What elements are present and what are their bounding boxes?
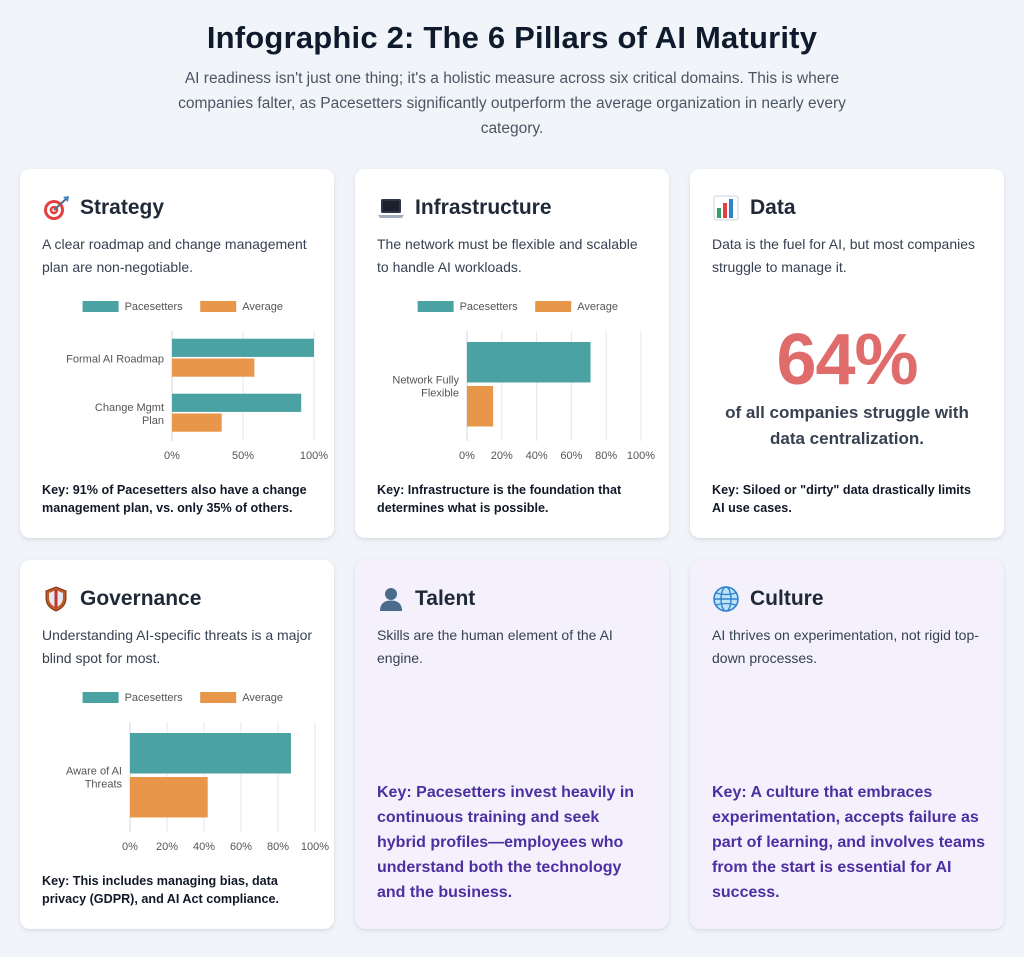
y-category-label: Aware of AI xyxy=(66,766,122,778)
infrastructure-description: The network must be flexible and scalabl… xyxy=(377,236,638,275)
target-icon xyxy=(44,196,69,220)
strategy-key-text: 91% of Pacesetters also have a change ma… xyxy=(42,483,307,515)
legend-label-pacesetters: Pacesetters xyxy=(460,301,519,313)
legend-swatch-average xyxy=(200,692,237,703)
x-tick-label: 40% xyxy=(526,450,548,462)
bar-chart-icon xyxy=(713,195,739,221)
legend-swatch-pacesetters xyxy=(82,692,119,703)
x-tick-label: 100% xyxy=(300,450,328,462)
y-category-label: Plan xyxy=(142,415,164,427)
strategy-chart: Pacesetters Average 0% 50% 100% Formal AI Roa… xyxy=(66,301,328,462)
strategy-header: Strategy xyxy=(42,193,312,223)
data-key-text: Siloed or "dirty" data drastically limit… xyxy=(712,483,971,515)
y-category-label: Flexible xyxy=(421,388,459,400)
strategy-key-label: Key: xyxy=(42,483,70,497)
y-category-label: Threats xyxy=(85,779,123,791)
talent-key-label: Key: xyxy=(377,784,412,801)
data-key-label: Key: xyxy=(712,483,740,497)
governance-chart: Pacesetters Average 0% 20% 40% 60% 80% 100% Awar… xyxy=(66,692,329,853)
governance-key-text: This includes managing bias, data privac… xyxy=(42,874,280,906)
strategy-card: Strategy A clear roadmap and change mana… xyxy=(20,169,334,538)
globe-icon xyxy=(713,586,739,612)
x-tick-label: 0% xyxy=(164,450,180,462)
culture-key-label: Key: xyxy=(712,784,747,801)
bar-average xyxy=(172,413,222,432)
culture-title: Culture xyxy=(750,587,824,610)
x-tick-label: 100% xyxy=(627,450,655,462)
governance-key-label: Key: xyxy=(42,874,70,888)
x-tick-label: 100% xyxy=(301,841,329,853)
person-icon xyxy=(380,588,402,611)
culture-key-note: Key: A culture that embraces experimenta… xyxy=(712,780,986,905)
legend-label-average: Average xyxy=(242,692,283,704)
culture-description: AI thrives on experimentation, not rigid… xyxy=(712,627,979,666)
legend-label-average: Average xyxy=(242,301,283,313)
bar-average xyxy=(467,386,494,427)
x-tick-label: 80% xyxy=(595,450,617,462)
infrastructure-key-note: Key: Infrastructure is the foundation th… xyxy=(377,481,647,517)
strategy-description: A clear roadmap and change management pl… xyxy=(42,236,307,275)
infrastructure-key-label: Key: xyxy=(377,483,405,497)
infrastructure-title: Infrastructure xyxy=(415,196,552,219)
data-title: Data xyxy=(750,196,796,219)
y-category-label: Formal AI Roadmap xyxy=(66,354,164,366)
x-tick-label: 40% xyxy=(193,841,215,853)
legend-label-average: Average xyxy=(577,301,618,313)
legend-swatch-average xyxy=(200,301,237,312)
x-tick-label: 0% xyxy=(459,450,475,462)
legend-label-pacesetters: Pacesetters xyxy=(125,301,184,313)
legend-label-pacesetters: Pacesetters xyxy=(125,692,184,704)
data-card: Data Data is the fuel for AI, but most c… xyxy=(690,169,1004,538)
culture-key-text: A culture that embraces experimentation,… xyxy=(712,784,985,901)
bar-average xyxy=(130,777,208,818)
governance-header: Governance xyxy=(42,584,312,614)
data-stat-value: 64% xyxy=(776,320,918,400)
legend-swatch-pacesetters xyxy=(417,301,454,312)
talent-card: Talent Skills are the human element of t… xyxy=(355,560,669,929)
bar-pacesetters xyxy=(172,393,302,412)
x-tick-label: 50% xyxy=(232,450,254,462)
laptop-icon xyxy=(378,199,404,218)
infrastructure-chart: Pacesetters Average 0% 20% 40% 60% 80% 100% Netw… xyxy=(392,301,655,462)
governance-title: Governance xyxy=(80,587,202,610)
talent-description: Skills are the human element of the AI e… xyxy=(377,627,613,666)
culture-card: Culture AI thrives on experimentation, n… xyxy=(690,560,1004,929)
strategy-title: Strategy xyxy=(80,196,165,219)
infrastructure-header: Infrastructure xyxy=(377,193,647,223)
talent-key-text: Pacesetters invest heavily in continuous… xyxy=(377,784,635,901)
x-tick-label: 20% xyxy=(491,450,513,462)
talent-header: Talent xyxy=(377,584,647,614)
data-description: Data is the fuel for AI, but most compan… xyxy=(712,236,976,275)
page-title: Infographic 2: The 6 Pillars of AI Matur… xyxy=(206,20,818,55)
page-subtitle: AI readiness isn't just one thing; it's … xyxy=(178,70,846,137)
governance-description: Understanding AI-specific threats is a m… xyxy=(42,627,313,666)
governance-card: Governance Understanding AI-specific thr… xyxy=(20,560,334,929)
bar-pacesetters xyxy=(130,733,291,774)
governance-key-note: Key: This includes managing bias, data p… xyxy=(42,872,312,908)
data-stat-caption: of all companies struggle with data cent… xyxy=(725,403,969,448)
talent-key-note: Key: Pacesetters invest heavily in conti… xyxy=(377,780,651,905)
infrastructure-card: Infrastructure The network must be flexi… xyxy=(355,169,669,538)
y-category-label: Network Fully xyxy=(392,375,459,387)
x-tick-label: 20% xyxy=(156,841,178,853)
x-tick-label: 60% xyxy=(560,450,582,462)
x-tick-label: 80% xyxy=(267,841,289,853)
y-category-label: Change Mgmt xyxy=(95,402,164,414)
culture-header: Culture xyxy=(712,584,982,614)
data-header: Data xyxy=(712,193,982,223)
legend-swatch-average xyxy=(535,301,572,312)
bar-pacesetters xyxy=(172,338,314,357)
x-tick-label: 60% xyxy=(230,841,252,853)
bar-average xyxy=(172,358,255,377)
bar-pacesetters xyxy=(467,342,591,383)
x-tick-label: 0% xyxy=(122,841,138,853)
data-key-note: Key: Siloed or "dirty" data drastically … xyxy=(712,481,982,517)
legend-swatch-pacesetters xyxy=(82,301,119,312)
infrastructure-key-text: Infrastructure is the foundation that de… xyxy=(377,483,622,515)
strategy-key-note: Key: 91% of Pacesetters also have a chan… xyxy=(42,481,312,517)
talent-title: Talent xyxy=(415,587,476,610)
shield-icon xyxy=(45,586,67,612)
